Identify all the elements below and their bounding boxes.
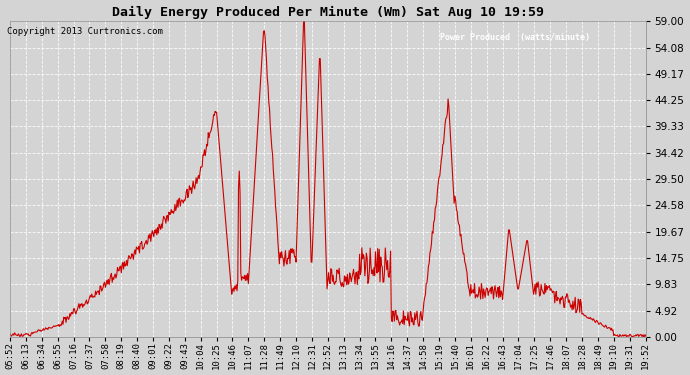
Text: Copyright 2013 Curtronics.com: Copyright 2013 Curtronics.com — [7, 27, 163, 36]
Title: Daily Energy Produced Per Minute (Wm) Sat Aug 10 19:59: Daily Energy Produced Per Minute (Wm) Sa… — [112, 6, 544, 19]
